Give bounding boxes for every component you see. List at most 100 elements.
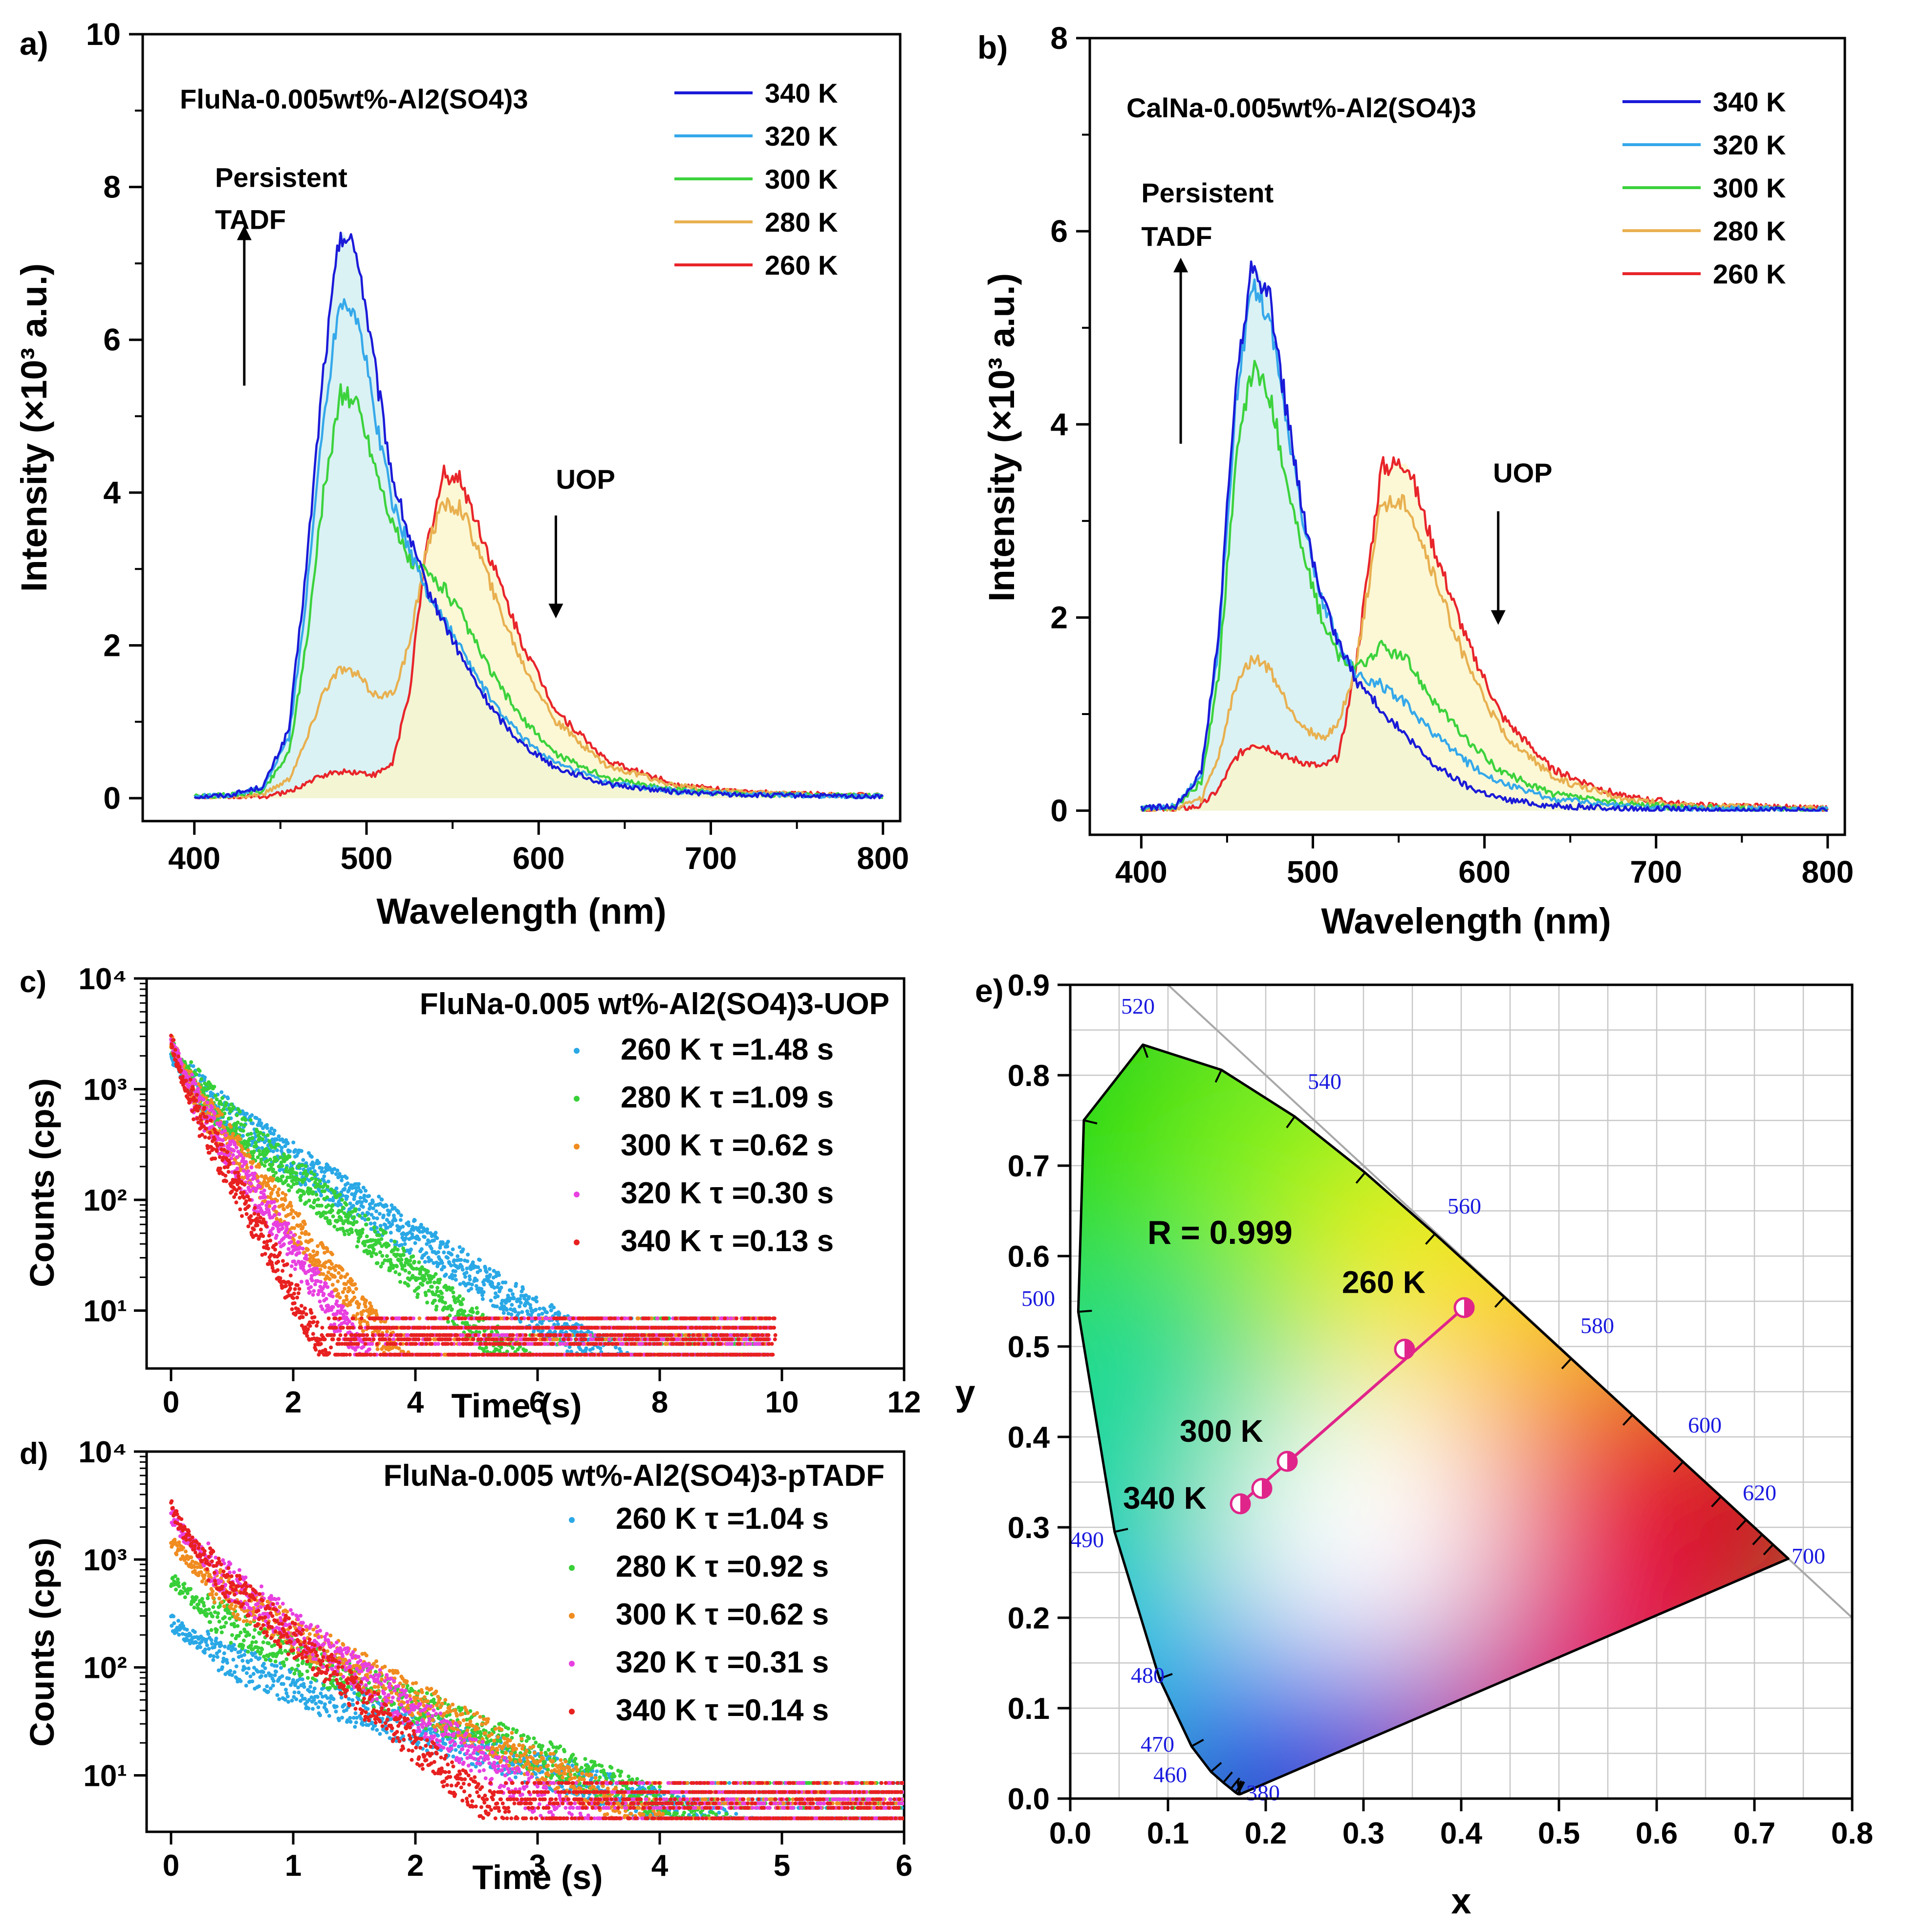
c-point (399, 1258, 404, 1262)
c-point (389, 1238, 393, 1243)
c-point (373, 1229, 377, 1234)
c-point (245, 1165, 249, 1170)
c-point (280, 1146, 284, 1150)
b-ytick-label: 8 (1050, 21, 1068, 56)
c-point (451, 1247, 455, 1252)
c-point (238, 1128, 242, 1132)
c-point (361, 1211, 365, 1216)
c-point (245, 1132, 250, 1137)
a-legend-label: 300 K (765, 164, 838, 195)
c-point (506, 1311, 511, 1316)
b-annotation: Persistent (1141, 177, 1274, 208)
c-point (271, 1167, 276, 1172)
c-point (256, 1174, 260, 1179)
c-point (239, 1122, 243, 1127)
c-point (345, 1194, 349, 1199)
c-point (287, 1155, 292, 1159)
c-point (439, 1291, 444, 1295)
c-point (352, 1295, 357, 1300)
c-point (272, 1159, 276, 1163)
c-point (299, 1194, 303, 1198)
c-point (387, 1243, 391, 1247)
c-point (261, 1132, 265, 1137)
c-point (325, 1249, 330, 1254)
c-point (480, 1293, 484, 1298)
b-annotation: TADF (1141, 221, 1212, 252)
c-point (393, 1218, 398, 1222)
c-point (326, 1179, 330, 1184)
c-point (259, 1162, 264, 1166)
c-point (495, 1285, 499, 1289)
c-point (429, 1258, 433, 1262)
c-point (222, 1120, 226, 1125)
c-point (301, 1158, 305, 1162)
c-point (324, 1297, 328, 1301)
panel-b-title: CalNa-0.005wt%-Al2(SO4)3 (1126, 92, 1476, 123)
c-point (228, 1109, 233, 1113)
c-point (360, 1200, 364, 1204)
c-point (479, 1287, 484, 1291)
c-point (363, 1243, 367, 1247)
c-point (205, 1100, 210, 1105)
c-point (339, 1202, 343, 1207)
c-point (273, 1204, 277, 1209)
c-point (535, 1299, 539, 1303)
a-legend-label: 340 K (765, 78, 838, 109)
c-point (455, 1254, 460, 1259)
c-point (436, 1342, 440, 1346)
c-point (415, 1292, 420, 1297)
c-point (325, 1285, 330, 1289)
c-point (361, 1186, 366, 1190)
c-point (249, 1165, 254, 1170)
c-point (378, 1212, 382, 1216)
c-point (474, 1284, 478, 1288)
c-point (385, 1225, 389, 1230)
c-point (352, 1215, 356, 1219)
c-point (314, 1177, 318, 1182)
c-point (454, 1278, 458, 1282)
c-point (366, 1217, 370, 1221)
c-point (230, 1128, 235, 1132)
c-point (220, 1112, 224, 1117)
c-point (362, 1194, 367, 1198)
c-point (270, 1145, 274, 1150)
c-point (537, 1313, 541, 1317)
c-point (496, 1294, 500, 1299)
c-point (423, 1259, 427, 1264)
c-point (272, 1200, 276, 1204)
a-legend-label: 320 K (765, 121, 838, 152)
c-point (462, 1309, 467, 1313)
c-point (409, 1247, 413, 1252)
a-legend-label: 260 K (765, 250, 838, 281)
c-point (347, 1288, 352, 1292)
c-point (480, 1297, 485, 1301)
c-point (284, 1166, 289, 1170)
c-point (375, 1216, 379, 1220)
c-point (229, 1125, 233, 1129)
c-point (282, 1242, 286, 1246)
c-point (317, 1161, 321, 1165)
c-point (442, 1265, 447, 1269)
c-point (440, 1295, 444, 1300)
c-point (350, 1192, 354, 1196)
c-point (344, 1202, 348, 1207)
c-point (368, 1221, 373, 1226)
c-point (440, 1261, 444, 1265)
c-point (435, 1285, 440, 1290)
c-point (281, 1203, 285, 1207)
c-point (374, 1209, 378, 1214)
c-point (259, 1121, 263, 1126)
c-point (333, 1268, 337, 1272)
c-point (526, 1312, 530, 1316)
c-point (424, 1251, 429, 1255)
a-ytick-label: 2 (103, 628, 121, 663)
c-point (341, 1290, 345, 1294)
a-xtick-label: 400 (168, 841, 220, 876)
c-point (444, 1272, 448, 1277)
c-point (384, 1231, 388, 1235)
c-point (304, 1257, 309, 1261)
c-point (430, 1284, 434, 1289)
